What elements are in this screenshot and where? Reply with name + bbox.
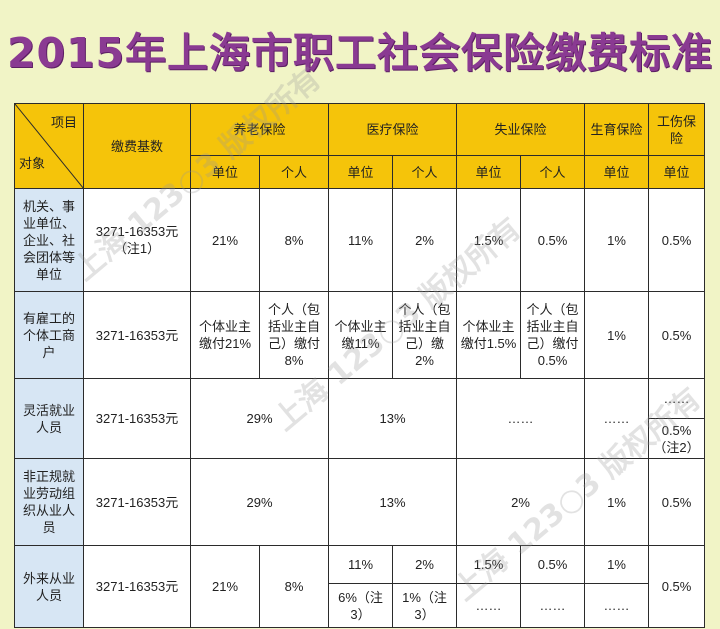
base-cell: 3271-16353元 bbox=[83, 291, 191, 379]
pension-person-cell: 个人（包括业主自己）缴付8% bbox=[258, 291, 330, 379]
base-header: 缴费基数 bbox=[83, 103, 191, 189]
unemployment-unit-cell: 1.5% bbox=[456, 545, 522, 584]
medical-unit-cell-b: 6%（注3） bbox=[328, 583, 394, 628]
corner-item-label: 项目 bbox=[50, 115, 77, 130]
injury-bottom-cell: 0.5%（注2） bbox=[648, 418, 706, 459]
maternity-cell-b: …… bbox=[584, 583, 650, 628]
medical-person-cell: 2% bbox=[392, 188, 458, 292]
contribution-table: 项目 对象 缴费基数 养老保险 医疗保险 失业保险 生育保险 工伤保险 单位 个… bbox=[14, 103, 706, 628]
medical-unit-header: 单位 bbox=[328, 155, 394, 189]
pension-merged-cell: 29% bbox=[189, 458, 330, 546]
pension-header: 养老保险 bbox=[189, 103, 330, 156]
pension-person-cell: 8% bbox=[258, 188, 330, 292]
object-cell: 非正规就业劳动组织从业人员 bbox=[14, 458, 84, 546]
medical-merged-cell: 13% bbox=[328, 458, 458, 546]
medical-person-cell-b: 1%（注3） bbox=[392, 583, 458, 628]
injury-top-cell: …… bbox=[648, 378, 706, 419]
unemployment-merged-cell: …… bbox=[456, 378, 586, 459]
pension-unit-cell: 21% bbox=[190, 545, 260, 628]
medical-header: 医疗保险 bbox=[328, 103, 458, 156]
object-cell: 有雇工的个体工商户 bbox=[14, 291, 84, 379]
table-row: 灵活就业人员 3271-16353元 29% 13% …… …… …… bbox=[14, 378, 706, 459]
injury-header: 工伤保险 bbox=[648, 103, 706, 156]
unemployment-person-cell: 个人（包括业主自己）缴付0.5% bbox=[520, 291, 586, 379]
pension-unit-header: 单位 bbox=[190, 155, 260, 189]
unemployment-unit-cell: 个体业主缴付1.5% bbox=[456, 291, 522, 379]
object-cell: 机关、事业单位、企业、社会团体等单位 bbox=[14, 188, 84, 292]
object-cell: 外来从业人员 bbox=[14, 545, 84, 628]
medical-person-cell: 个人（包括业主自己）缴2% bbox=[392, 291, 458, 379]
injury-unit-header: 单位 bbox=[648, 155, 706, 189]
pension-person-header: 个人 bbox=[258, 155, 330, 189]
base-cell: 3271-16353元 bbox=[83, 545, 191, 628]
object-cell: 灵活就业人员 bbox=[14, 378, 84, 459]
unemployment-person-header: 个人 bbox=[520, 155, 586, 189]
base-cell: 3271-16353元 bbox=[83, 458, 191, 546]
unemployment-person-cell-b: …… bbox=[520, 583, 586, 628]
table-row: 有雇工的个体工商户 3271-16353元 个体业主缴付21% 个人（包括业主自… bbox=[14, 291, 706, 379]
unemployment-header: 失业保险 bbox=[456, 103, 586, 156]
corner-object-label: 对象 bbox=[19, 156, 46, 171]
maternity-cell: 1% bbox=[584, 291, 650, 379]
medical-person-cell: 2% bbox=[392, 545, 458, 584]
base-cell: 3271-16353元（注1） bbox=[83, 188, 191, 292]
maternity-unit-header: 单位 bbox=[584, 155, 650, 189]
maternity-cell: 1% bbox=[584, 188, 650, 292]
base-cell: 3271-16353元 bbox=[83, 378, 191, 459]
unemployment-person-cell: 0.5% bbox=[520, 545, 586, 584]
table-row: 非正规就业劳动组织从业人员 3271-16353元 29% 13% 2% 1% … bbox=[14, 458, 706, 546]
maternity-cell: …… bbox=[584, 378, 650, 459]
unemployment-person-cell: 0.5% bbox=[520, 188, 586, 292]
unemployment-unit-cell: 1.5% bbox=[456, 188, 522, 292]
table-row: 机关、事业单位、企业、社会团体等单位 3271-16353元（注1） 21% 8… bbox=[14, 188, 706, 292]
page-title: 2015年上海市职工社会保险缴费标准 bbox=[6, 29, 714, 77]
diagonal-line bbox=[15, 104, 84, 189]
table-row: 外来从业人员 3271-16353元 21% 8% 11% 2% 1.5% 0.… bbox=[14, 545, 706, 628]
pension-merged-cell: 29% bbox=[189, 378, 330, 459]
medical-person-header: 个人 bbox=[392, 155, 458, 189]
corner-header-cell: 项目 对象 bbox=[14, 103, 84, 189]
pension-person-cell: 8% bbox=[258, 545, 330, 628]
contribution-table-wrap: 项目 对象 缴费基数 养老保险 医疗保险 失业保险 生育保险 工伤保险 单位 个… bbox=[14, 103, 706, 628]
maternity-cell: 1% bbox=[584, 545, 650, 584]
medical-unit-cell: 11% bbox=[328, 545, 394, 584]
pension-unit-cell: 个体业主缴付21% bbox=[190, 291, 260, 379]
injury-cell: 0.5% bbox=[648, 545, 706, 628]
injury-cell: 0.5% bbox=[648, 188, 706, 292]
title-banner: 2015年上海市职工社会保险缴费标准 bbox=[0, 0, 720, 98]
maternity-cell: 1% bbox=[584, 458, 650, 546]
medical-unit-cell: 个体业主缴11% bbox=[328, 291, 394, 379]
maternity-header: 生育保险 bbox=[584, 103, 650, 156]
unemployment-merged-cell: 2% bbox=[456, 458, 586, 546]
unemployment-unit-header: 单位 bbox=[456, 155, 522, 189]
medical-unit-cell: 11% bbox=[328, 188, 394, 292]
injury-cell: 0.5% bbox=[648, 291, 706, 379]
injury-cell: 0.5% bbox=[648, 458, 706, 546]
medical-merged-cell: 13% bbox=[328, 378, 458, 459]
unemployment-unit-cell-b: …… bbox=[456, 583, 522, 628]
pension-unit-cell: 21% bbox=[190, 188, 260, 292]
